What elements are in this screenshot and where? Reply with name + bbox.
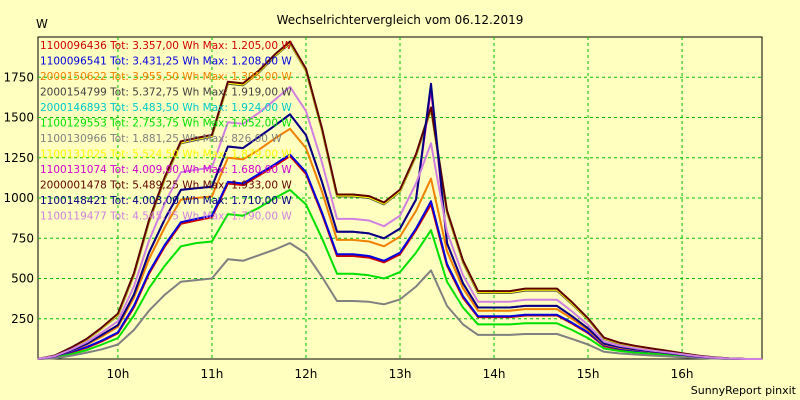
footer-text: SunnyReport pinxit: [691, 384, 797, 397]
x-tick-label: 10h: [106, 367, 129, 381]
y-tick-label: 750: [11, 231, 34, 245]
y-tick-label: 1250: [3, 151, 34, 165]
x-tick-label: 12h: [295, 367, 318, 381]
legend-entry: 1100096541 Tot: 3.431,25 Wh Max: 1.208,0…: [40, 56, 292, 68]
legend-entry: 1100131074 Tot: 4.009,00 Wh Max: 1.680,0…: [40, 164, 292, 176]
x-tick-label: 11h: [201, 367, 224, 381]
chart-title: Wechselrichtervergleich vom 06.12.2019: [277, 13, 524, 27]
legend-entry: 1100096436 Tot: 3.357,00 Wh Max: 1.205,0…: [40, 40, 292, 52]
plot-area: 250 500 750 1000 1250 1500 1750 10h 11h 12h 13h 14h…: [3, 36, 763, 381]
legend-entry: 2000146893 Tot: 5.483,50 Wh Max: 1.924,0…: [40, 102, 292, 114]
legend-entry: 1100148421 Tot: 4.003,00 Wh Max: 1.710,0…: [40, 195, 292, 207]
y-tick-label: 1000: [3, 191, 34, 205]
series-line-1100130966: [37, 242, 762, 360]
series-line-1100129553: [37, 188, 762, 360]
y-tick-label: 1750: [3, 70, 34, 84]
y-tick-label: 250: [11, 312, 34, 326]
y-tick-label: 1500: [3, 111, 34, 125]
series-line-1100119477: [37, 85, 762, 360]
legend-entry: 2000154799 Tot: 5.372,75 Wh Max: 1.919,0…: [40, 87, 292, 99]
legend-entry: 1100119477 Tot: 4.545,75 Wh Max: 1.790,0…: [40, 211, 292, 223]
legend-entry: 2000150622 Tot: 3.955,50 Wh Max: 1.395,0…: [40, 71, 292, 83]
x-tick-label: 15h: [577, 367, 600, 381]
series-line-2000001478: [37, 40, 762, 360]
y-axis-label: W: [36, 17, 48, 31]
y-tick-label: 500: [11, 272, 34, 286]
legend-entry: 1100131025 Tot: 5.524,50 Wh Max: 1.879,0…: [40, 149, 292, 161]
x-tick-label: 14h: [483, 367, 506, 381]
legend-entry: 1100130966 Tot: 1.881,25 Wh Max: 826,00 …: [40, 133, 282, 145]
legend-entry: 2000001478 Tot: 5.489,25 Wh Max: 1.933,0…: [40, 180, 292, 192]
x-tick-label: 13h: [389, 367, 412, 381]
legend-entry: 1100129553 Tot: 2.753,75 Wh Max: 1.052,0…: [40, 118, 292, 130]
x-tick-label: 16h: [671, 367, 694, 381]
